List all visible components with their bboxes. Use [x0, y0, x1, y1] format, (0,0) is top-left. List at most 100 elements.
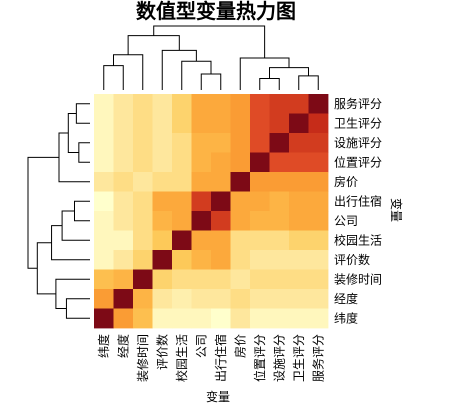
dendrogram-link	[65, 298, 90, 319]
heatmap-cell	[308, 230, 329, 251]
heatmap-cell	[289, 250, 309, 270]
heatmap-cell	[250, 94, 270, 114]
row-label: 出行住宿	[334, 193, 382, 208]
heatmap-cell	[113, 152, 134, 173]
dendrogram-link	[259, 77, 280, 90]
row-label: 服务评分	[334, 96, 382, 111]
heatmap-cell	[230, 269, 251, 290]
column-label: 公司	[194, 334, 208, 358]
heatmap-cell	[94, 308, 114, 329]
dendrogram-link	[51, 225, 90, 261]
heatmap-cell	[94, 94, 114, 114]
heatmap-cell	[211, 172, 231, 192]
heatmap-cell	[191, 133, 212, 153]
heatmap-cell	[94, 113, 114, 134]
heatmap-cell	[250, 133, 270, 153]
heatmap-cell	[230, 94, 251, 114]
dendrogram-link	[113, 54, 144, 90]
row-label: 位置评分	[334, 154, 382, 169]
row-label: 评价数	[334, 252, 370, 267]
column-label: 房价	[232, 334, 247, 358]
row-label: 设施评分	[334, 136, 382, 150]
dendrogram-link	[269, 67, 309, 79]
heatmap-cell	[152, 133, 173, 153]
heatmap-cell	[133, 250, 153, 270]
heatmap-cell	[113, 133, 134, 153]
heatmap-cell	[308, 133, 329, 153]
heatmap-cell	[250, 152, 270, 173]
heatmap-cell	[308, 191, 329, 212]
dendrogram-link	[27, 156, 59, 269]
heatmap-cell	[191, 172, 212, 192]
column-label: 纬度	[96, 334, 111, 358]
heatmap-cell	[113, 308, 134, 329]
heatmap-cell	[172, 289, 192, 309]
heatmap-cell	[172, 133, 192, 153]
heatmap-cell	[191, 230, 212, 251]
heatmap-cell	[191, 269, 212, 290]
row-label: 纬度	[334, 310, 358, 325]
heatmap-cell	[230, 211, 251, 231]
row-label: 经度	[334, 291, 358, 306]
column-label: 经度	[115, 334, 130, 358]
column-label: 出行住宿	[213, 334, 228, 382]
heatmap-cell	[308, 94, 329, 114]
heatmap-cell	[308, 308, 329, 329]
column-label: 卫生评分	[292, 334, 306, 382]
heatmap-cell	[133, 308, 153, 329]
heatmap-cell	[94, 172, 114, 192]
column-label: 服务评分	[310, 334, 325, 382]
heatmap-cell	[230, 308, 251, 329]
row-label: 校园生活	[334, 232, 382, 247]
heatmap-cell	[308, 211, 329, 231]
dendrogram-link	[200, 73, 222, 90]
heatmap-cell	[289, 172, 309, 192]
heatmap-cell	[211, 94, 231, 114]
heatmap-cell	[113, 269, 134, 290]
heatmap-cell	[230, 230, 251, 251]
heatmap-cell	[211, 152, 231, 173]
heatmap-cell	[172, 211, 192, 231]
heatmap-cell	[230, 289, 251, 309]
heatmap-cells	[94, 94, 329, 329]
heatmap-cell	[133, 230, 153, 251]
heatmap-cell	[230, 113, 251, 134]
dendrogram-link	[181, 60, 212, 90]
heatmap-cell	[133, 133, 153, 153]
heatmap-cell	[133, 152, 153, 173]
heatmap-cell	[172, 230, 192, 251]
heatmap-cell	[191, 211, 212, 231]
heatmap-cell	[172, 250, 192, 270]
heatmap-cell	[152, 94, 173, 114]
heatmap-cell	[269, 133, 290, 153]
heatmap-cell	[152, 230, 173, 251]
heatmap-cell	[152, 152, 173, 173]
heatmap-cell	[94, 269, 114, 290]
heatmap-cell	[191, 152, 212, 173]
heatmap-cell	[308, 250, 329, 270]
heatmap-cell	[269, 230, 290, 251]
heatmap-cell	[250, 191, 270, 212]
heatmap-cell	[250, 230, 270, 251]
heatmap-cell	[191, 94, 212, 114]
column-label: 校园生活	[174, 334, 189, 382]
column-label: 位置评分	[252, 334, 267, 382]
column-dendrogram	[103, 25, 319, 90]
dendrogram-link	[55, 278, 90, 309]
heatmap-cell	[152, 269, 173, 290]
heatmap-cell	[289, 308, 309, 329]
heatmap-cell	[152, 172, 173, 192]
heatmap-cell	[250, 289, 270, 309]
heatmap-cell	[230, 191, 251, 212]
heatmap-cell	[211, 289, 231, 309]
heatmap-cell	[289, 133, 309, 153]
row-label: 公司	[334, 214, 358, 228]
heatmap-cell	[191, 113, 212, 134]
dendrogram-link	[103, 65, 124, 90]
column-label: 设施评分	[272, 334, 286, 382]
row-dendrogram	[27, 103, 90, 319]
heatmap-cell	[269, 113, 290, 134]
heatmap-cell	[269, 289, 290, 309]
heatmap-cell	[211, 113, 231, 134]
heatmap-cell	[269, 191, 290, 212]
